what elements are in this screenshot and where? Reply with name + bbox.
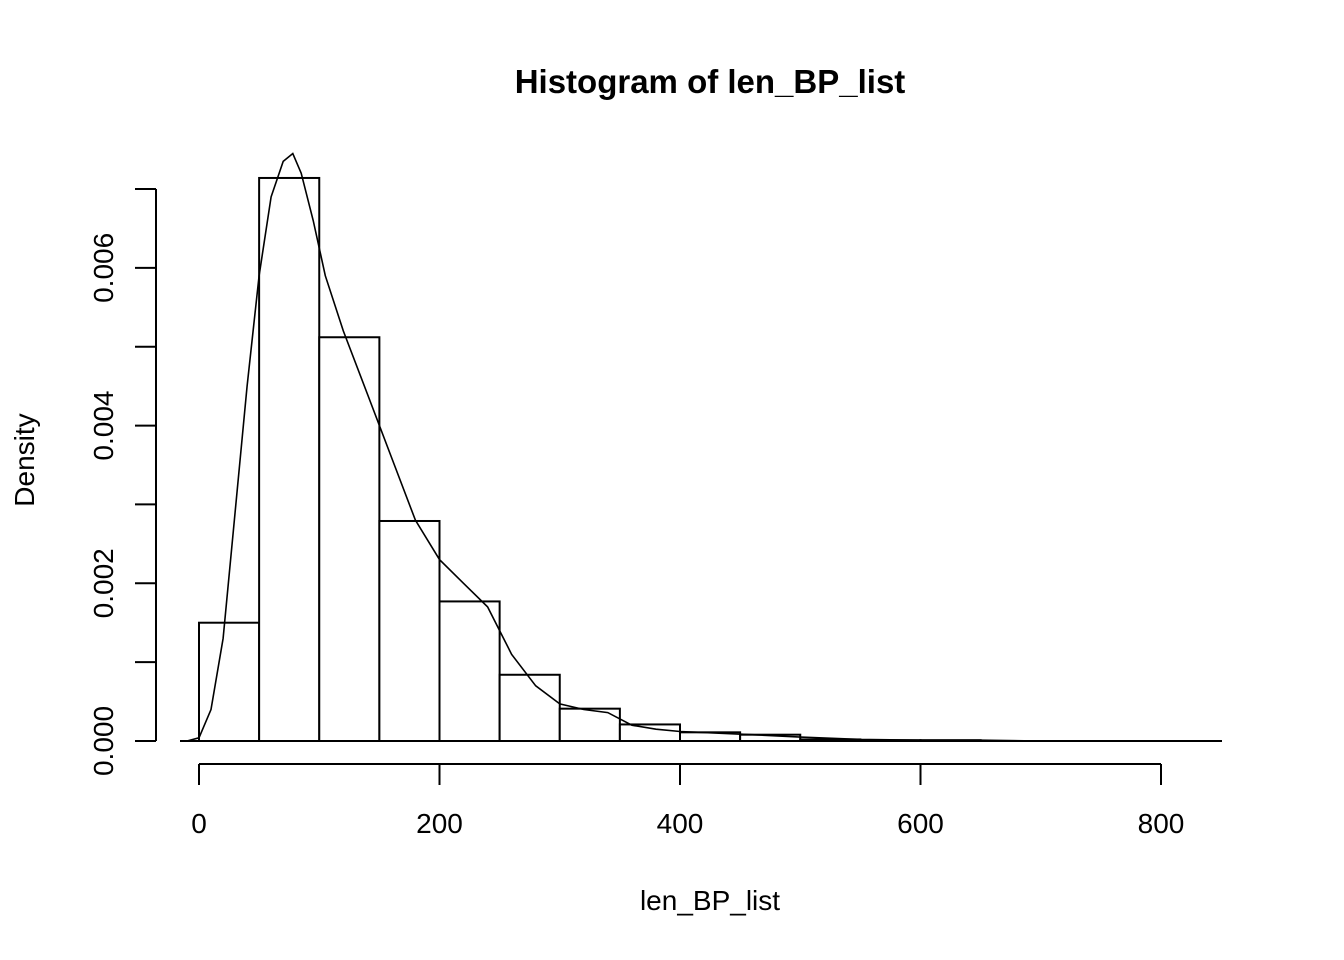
x-axis: 0 200 400 600 800 — [191, 763, 1185, 839]
y-tick-label: 0.004 — [88, 391, 119, 461]
x-tick-label: 600 — [897, 808, 944, 839]
histogram-bar — [258, 176, 321, 742]
histogram-bar — [198, 621, 261, 743]
x-tick-label: 200 — [416, 808, 463, 839]
x-tick-label: 0 — [191, 808, 207, 839]
histogram-bar — [438, 600, 501, 742]
x-tick-label: 400 — [657, 808, 704, 839]
histogram-bar — [618, 723, 681, 743]
y-tick-label: 0.000 — [88, 706, 119, 776]
y-axis-label: Density — [9, 413, 40, 506]
histogram-bars — [198, 176, 982, 743]
histogram-bar — [318, 336, 381, 742]
chart-title: Histogram of len_BP_list — [515, 63, 906, 100]
x-axis-label: len_BP_list — [640, 885, 780, 916]
y-tick-label: 0.002 — [88, 548, 119, 618]
histogram-bar — [378, 519, 441, 743]
density-curve-layer — [186, 152, 1222, 742]
y-axis: 0.000 0.002 0.004 0.006 — [88, 188, 157, 776]
y-tick-label: 0.006 — [88, 233, 119, 303]
density-line — [186, 152, 1222, 742]
histogram-bar — [498, 673, 561, 743]
x-tick-label: 800 — [1138, 808, 1185, 839]
